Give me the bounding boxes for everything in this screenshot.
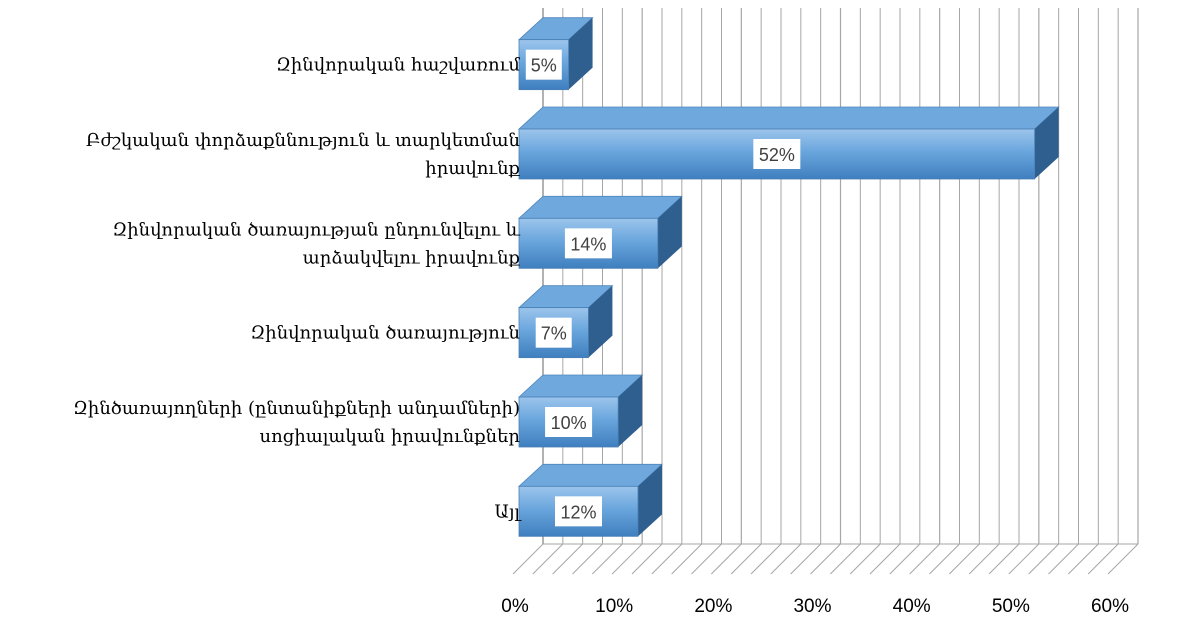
data-label: 52% bbox=[759, 145, 795, 165]
bar: 5% bbox=[517, 17, 594, 91]
category-label: Զինծառայողների (ընտանիքների անդամների) bbox=[73, 398, 520, 419]
floor-grid-line bbox=[691, 543, 722, 575]
category-label: Զինվորական ծառայության ընդունվելու և bbox=[112, 219, 520, 240]
category-label: Բժշկական փորձաքննություն և տարկետման bbox=[86, 130, 520, 151]
x-tick-label: 60% bbox=[1091, 596, 1129, 617]
bar-top-face bbox=[517, 106, 1060, 130]
category-label: արձակվելու իրավունք bbox=[303, 247, 521, 268]
bar: 52% bbox=[517, 106, 1060, 180]
data-label-box bbox=[535, 317, 572, 348]
floor-grid-line bbox=[552, 543, 584, 575]
floor-grid-line bbox=[929, 543, 960, 575]
bar: 10% bbox=[517, 374, 644, 448]
bar-side-face bbox=[568, 17, 593, 90]
floor-grid-line bbox=[671, 543, 703, 575]
floor-grid-line bbox=[730, 543, 762, 575]
bar: 14% bbox=[517, 195, 683, 269]
x-tick-label: 50% bbox=[992, 596, 1030, 617]
floor-grid-line bbox=[909, 543, 941, 575]
grid-lines bbox=[512, 8, 1139, 575]
floor-grid-line bbox=[770, 543, 802, 575]
floor-grid-line bbox=[710, 543, 742, 575]
category-label: Զինվորական հաշվառում bbox=[276, 55, 520, 76]
bars: 5% 52% 14% 7% 10% 12% bbox=[517, 17, 1060, 537]
floor-grid-line bbox=[1087, 543, 1119, 575]
floor-grid-line bbox=[572, 543, 603, 575]
floor-grid-line bbox=[1067, 543, 1099, 575]
bar-side-face bbox=[588, 285, 613, 358]
floor-grid-line bbox=[968, 543, 1000, 575]
floor-grid-line bbox=[889, 543, 921, 575]
bar: 7% bbox=[517, 285, 614, 359]
floor-grid-line bbox=[631, 543, 663, 575]
category-label: Այլ bbox=[494, 501, 522, 522]
bar: 12% bbox=[517, 463, 664, 537]
bar-side-face bbox=[638, 464, 662, 537]
data-label: 5% bbox=[531, 56, 557, 76]
data-label: 10% bbox=[551, 413, 587, 433]
floor-grid-line bbox=[790, 543, 822, 575]
floor-grid-line bbox=[810, 543, 841, 575]
floor-grid-line bbox=[1048, 543, 1079, 575]
bar-top-face bbox=[517, 463, 664, 487]
floor-grid-line bbox=[750, 543, 782, 575]
data-label-box bbox=[555, 496, 602, 527]
bar-top-face bbox=[517, 195, 683, 219]
data-label: 7% bbox=[541, 324, 567, 344]
x-tick-label: 10% bbox=[595, 596, 633, 617]
x-tick-label: 40% bbox=[893, 596, 931, 617]
floor-grid-line bbox=[611, 543, 643, 575]
floor-grid-line bbox=[1028, 543, 1060, 575]
x-tick-label: 0% bbox=[501, 596, 529, 617]
category-label: Զինվորական ծառայություն bbox=[250, 323, 520, 344]
category-label: իրավունք bbox=[425, 158, 520, 179]
floor-grid-line bbox=[651, 543, 683, 575]
data-label-box bbox=[545, 407, 593, 437]
data-label-box bbox=[564, 228, 612, 259]
floor-grid-line bbox=[948, 543, 980, 575]
x-axis-tick-labels: 0% 10% 20% 30% 40% 50% 60% bbox=[501, 596, 1129, 617]
floor-grid-line bbox=[532, 543, 564, 575]
bar-side-face bbox=[657, 196, 682, 269]
floor-grid-line bbox=[988, 543, 1020, 575]
x-tick-label: 30% bbox=[793, 596, 831, 617]
data-label-box bbox=[525, 49, 562, 80]
floor-grid-line bbox=[591, 543, 623, 575]
floor-grid-line bbox=[829, 543, 861, 575]
data-label-box bbox=[753, 139, 801, 169]
floor-grid-line bbox=[1107, 543, 1139, 575]
bar-side-face bbox=[1034, 107, 1059, 179]
data-label: 14% bbox=[570, 234, 606, 254]
x-tick-label: 20% bbox=[694, 596, 732, 617]
category-label: սոցիալական իրավունքներ bbox=[260, 426, 521, 447]
bar-side-face bbox=[618, 375, 643, 447]
floor-grid-line bbox=[849, 543, 881, 575]
data-label: 12% bbox=[560, 502, 596, 522]
floor-grid-line bbox=[1008, 543, 1040, 575]
floor-grid-line bbox=[512, 543, 544, 575]
category-labels: Զինվորական հաշվառում Բժշկական փորձաքննութ… bbox=[73, 55, 522, 523]
floor-grid-line bbox=[869, 543, 901, 575]
